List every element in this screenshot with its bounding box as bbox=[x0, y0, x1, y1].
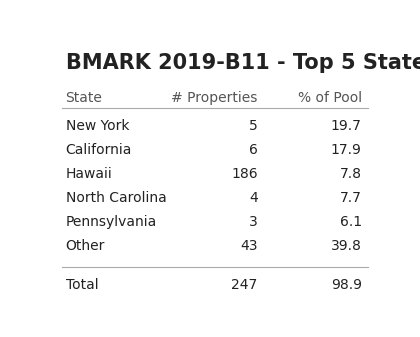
Text: California: California bbox=[66, 143, 132, 157]
Text: North Carolina: North Carolina bbox=[66, 191, 166, 205]
Text: Pennsylvania: Pennsylvania bbox=[66, 215, 157, 229]
Text: 247: 247 bbox=[231, 278, 257, 292]
Text: # Properties: # Properties bbox=[171, 91, 257, 105]
Text: 6.1: 6.1 bbox=[340, 215, 362, 229]
Text: 5: 5 bbox=[249, 119, 257, 133]
Text: 17.9: 17.9 bbox=[331, 143, 362, 157]
Text: Hawaii: Hawaii bbox=[66, 167, 112, 181]
Text: 7.7: 7.7 bbox=[340, 191, 362, 205]
Text: 43: 43 bbox=[240, 240, 257, 253]
Text: State: State bbox=[66, 91, 102, 105]
Text: 6: 6 bbox=[249, 143, 257, 157]
Text: New York: New York bbox=[66, 119, 129, 133]
Text: 39.8: 39.8 bbox=[331, 240, 362, 253]
Text: % of Pool: % of Pool bbox=[298, 91, 362, 105]
Text: 19.7: 19.7 bbox=[331, 119, 362, 133]
Text: BMARK 2019-B11 - Top 5 States: BMARK 2019-B11 - Top 5 States bbox=[66, 53, 420, 73]
Text: Other: Other bbox=[66, 240, 105, 253]
Text: 186: 186 bbox=[231, 167, 257, 181]
Text: Total: Total bbox=[66, 278, 98, 292]
Text: 4: 4 bbox=[249, 191, 257, 205]
Text: 3: 3 bbox=[249, 215, 257, 229]
Text: 98.9: 98.9 bbox=[331, 278, 362, 292]
Text: 7.8: 7.8 bbox=[340, 167, 362, 181]
